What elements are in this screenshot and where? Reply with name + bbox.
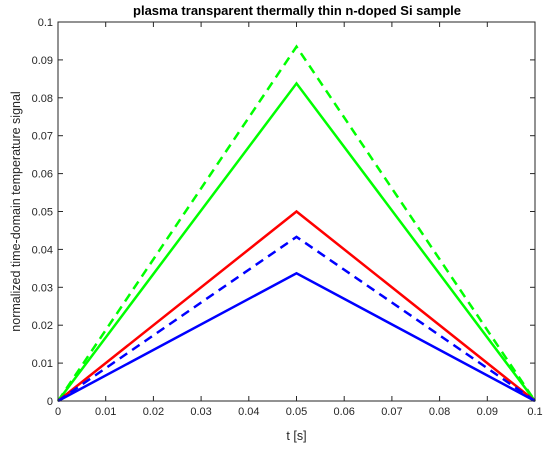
x-axis: 0 0.01 0.02 0.03 0.04 0.05 0.06 0.07 0.08 0.09 0.1 xyxy=(55,22,543,418)
x-tick-label: 0.01 xyxy=(95,406,116,418)
x-tick-label: 0.05 xyxy=(286,406,307,418)
series-line-1 xyxy=(56,44,537,402)
x-tick-label: 0.08 xyxy=(429,406,450,418)
y-tick-label: 0.03 xyxy=(32,282,53,294)
x-tick-label: 0.03 xyxy=(190,406,211,418)
y-tick-label: 0.09 xyxy=(32,55,53,67)
x-axis-label: t [s] xyxy=(286,429,306,443)
series-line-2 xyxy=(57,81,536,402)
y-tick-label: 0.05 xyxy=(32,207,53,219)
y-tick-label: 0 xyxy=(47,396,53,408)
series-line-4 xyxy=(57,235,536,403)
y-tick-label: 0.06 xyxy=(32,169,53,181)
series-line-5 xyxy=(57,271,536,403)
x-tick-label: 0 xyxy=(55,406,61,418)
y-axis: 0 0.01 0.02 0.03 0.04 0.05 0.06 0.07 0.08 0.09 0.1 xyxy=(32,17,535,408)
x-tick-label: 0.04 xyxy=(238,406,259,418)
x-tick-label: 0.02 xyxy=(143,406,164,418)
chart-title: plasma transparent thermally thin n-dope… xyxy=(133,3,461,18)
x-tick-label: 0.06 xyxy=(333,406,354,418)
series-line-3 xyxy=(57,209,536,402)
y-tick-label: 0.01 xyxy=(32,358,53,370)
y-tick-label: 0.04 xyxy=(32,244,53,256)
y-tick-label: 0.07 xyxy=(32,131,53,143)
y-tick-label: 0.08 xyxy=(32,93,53,105)
x-tick-label: 0.09 xyxy=(477,406,498,418)
y-tick-label: 0.1 xyxy=(38,17,53,29)
y-axis-label: normalized time-domain temperature signa… xyxy=(9,91,23,331)
y-tick-label: 0.02 xyxy=(32,320,53,332)
x-tick-label: 0.1 xyxy=(527,406,542,418)
x-tick-label: 0.07 xyxy=(381,406,402,418)
series-layer xyxy=(56,44,537,403)
